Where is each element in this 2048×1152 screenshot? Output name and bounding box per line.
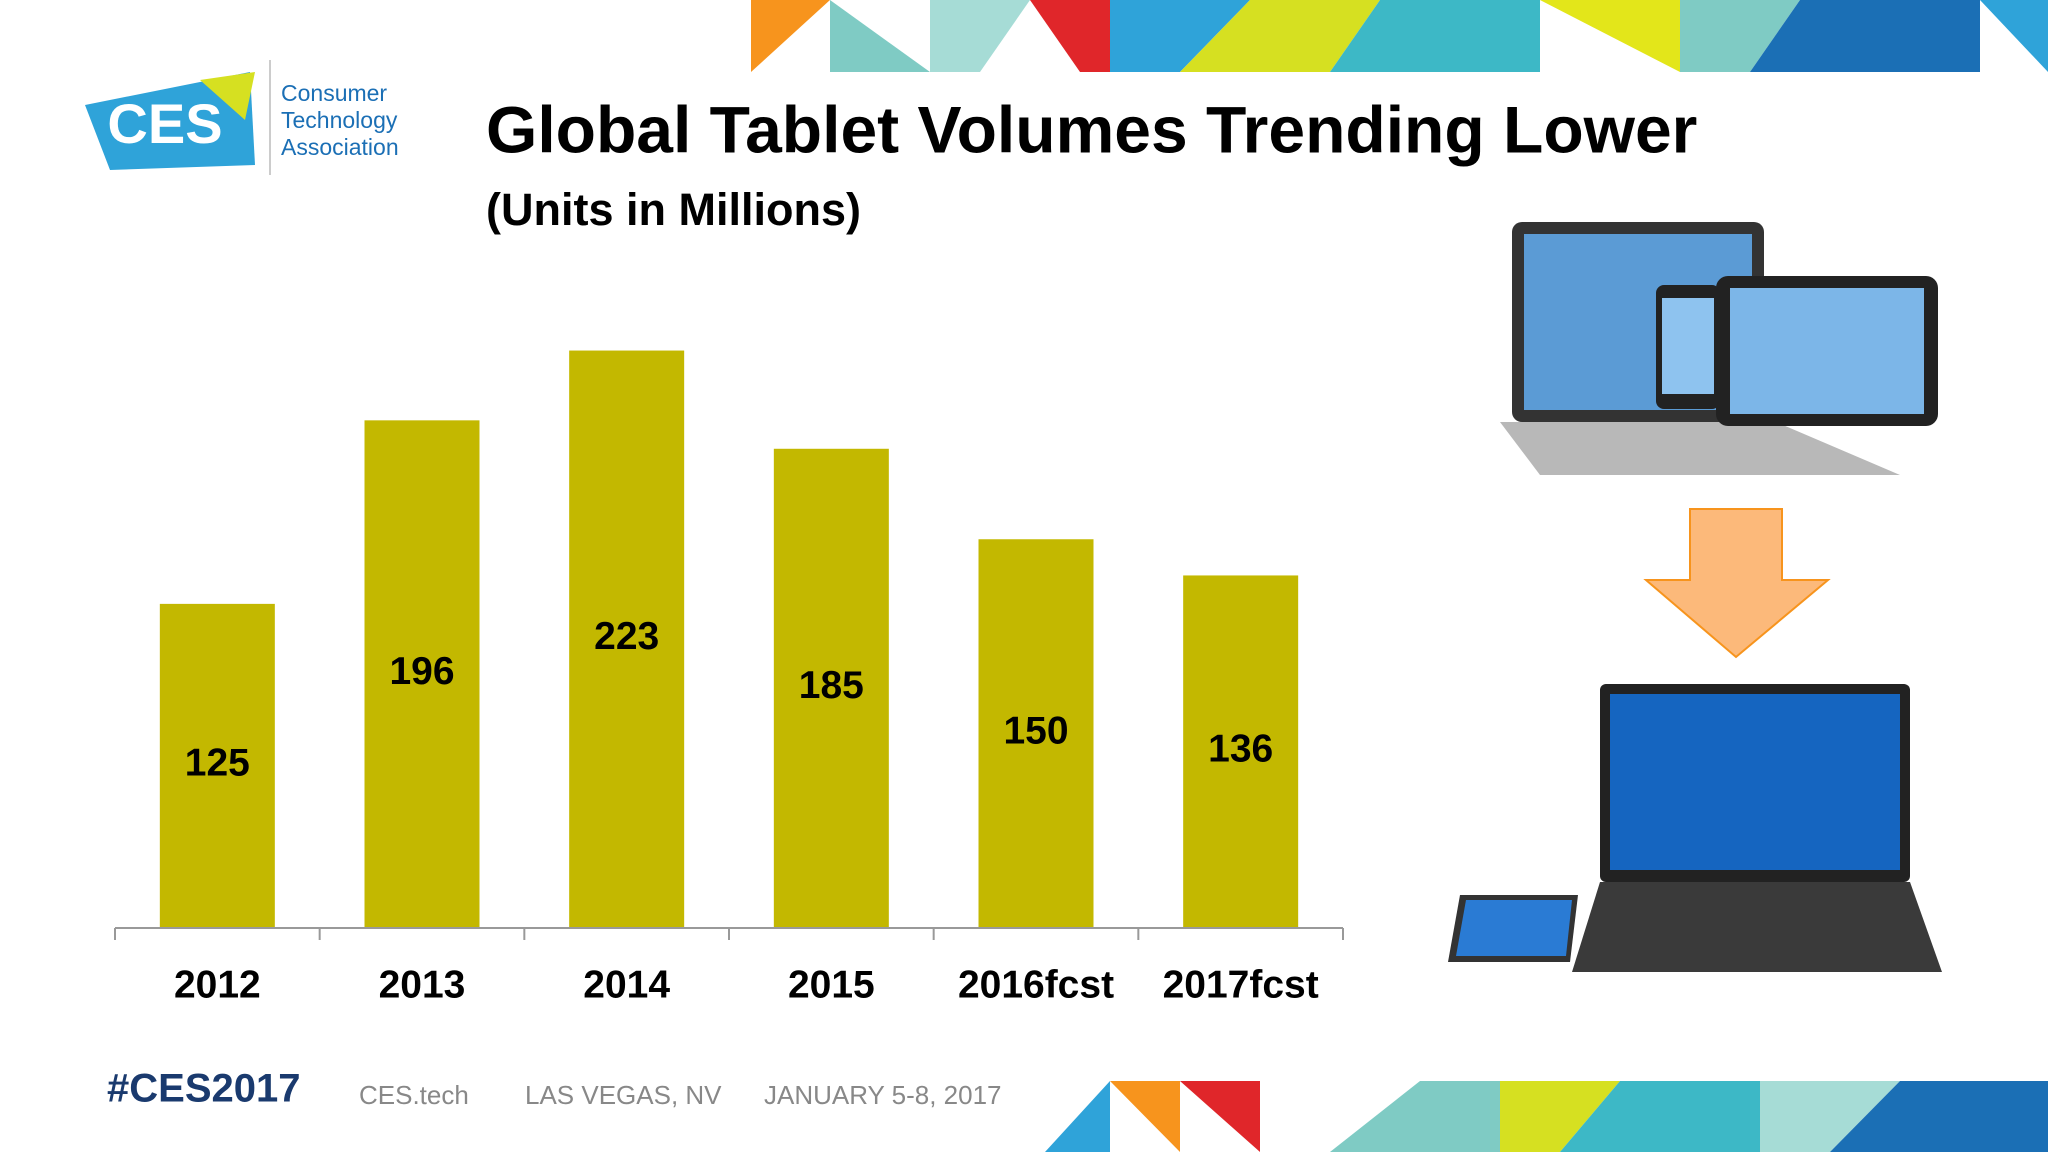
logo-line: Consumer bbox=[281, 80, 387, 106]
logo-mark: CES bbox=[107, 92, 222, 155]
data-label: 125 bbox=[185, 742, 250, 785]
x-tick-label: 2016fcst bbox=[958, 963, 1114, 1006]
data-label: 136 bbox=[1208, 728, 1273, 771]
down-arrow bbox=[1643, 508, 1831, 659]
logo: CES Consumer Technology Association bbox=[85, 60, 399, 175]
footer-site: CES.tech bbox=[359, 1080, 469, 1110]
footer-hashtag: #CES2017 bbox=[107, 1067, 300, 1111]
bar bbox=[364, 420, 480, 927]
data-label: 150 bbox=[1003, 709, 1068, 752]
bottom-decor bbox=[1045, 1081, 2048, 1152]
tablet-display bbox=[1730, 288, 1924, 414]
x-tick-label: 2014 bbox=[583, 963, 670, 1006]
data-label: 196 bbox=[389, 650, 454, 693]
logo-line: Technology bbox=[281, 107, 398, 133]
bar bbox=[1183, 575, 1299, 927]
top-decor bbox=[751, 0, 2048, 72]
old-laptop-base bbox=[1500, 422, 1900, 475]
bar bbox=[569, 350, 685, 927]
chart-title: Global Tablet Volumes Trending Lower bbox=[486, 92, 1697, 166]
logo-accent bbox=[200, 72, 255, 120]
phone-display bbox=[1662, 298, 1714, 394]
logo-shape bbox=[85, 72, 255, 170]
x-tick-label: 2015 bbox=[788, 963, 875, 1006]
new-laptop-display bbox=[1610, 694, 1900, 870]
x-tick-label: 2013 bbox=[379, 963, 466, 1006]
logo-line: Association bbox=[281, 134, 399, 160]
new-laptop-base bbox=[1572, 882, 1942, 972]
chart-subtitle: (Units in Millions) bbox=[486, 184, 861, 235]
bar bbox=[773, 448, 889, 927]
bar bbox=[159, 603, 275, 927]
new-phone-display bbox=[1456, 900, 1572, 956]
data-label: 223 bbox=[594, 615, 659, 658]
devices-illustration bbox=[1448, 222, 1942, 972]
footer-dates: JANUARY 5-8, 2017 bbox=[764, 1080, 1002, 1110]
data-label: 185 bbox=[799, 664, 864, 707]
x-tick-label: 2017fcst bbox=[1163, 963, 1319, 1006]
bar bbox=[978, 539, 1094, 927]
x-tick-label: 2012 bbox=[174, 963, 261, 1006]
footer-location: LAS VEGAS, NV bbox=[525, 1080, 722, 1110]
